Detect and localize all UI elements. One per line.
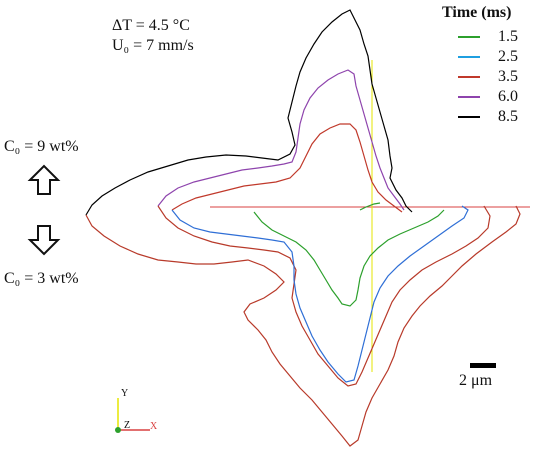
legend-label: 3.5 [498,68,518,85]
velocity-label: U₀ = 7 mm/s [112,37,194,54]
concentration-top-label: C₀ = 9 wt% [4,138,79,155]
contour-3-5ms-upper [171,123,403,213]
axis-y-label: Y [121,388,129,399]
parameters-block: ΔT = 4.5 °C U₀ = 7 mm/s [112,16,194,56]
legend-swatch [458,116,480,118]
legend-item-3-5: 3.5 [458,67,548,87]
legend-label: 2.5 [498,48,518,65]
legend-label: 8.5 [498,108,518,125]
legend-swatch [458,96,480,98]
legend-item-1-5: 1.5 [458,27,548,47]
scale-bar-label: 2 μm [459,372,493,389]
legend-label: 6.0 [498,88,518,105]
legend-swatch [458,76,480,78]
contour-6-0ms-upper [157,69,405,211]
legend-item-6-0: 6.0 [458,87,548,107]
legend-item-2-5: 2.5 [458,47,548,67]
concentration-bottom-label: C₀ = 3 wt% [4,270,79,287]
legend-swatch [458,36,480,38]
legend-swatch [458,56,480,58]
contour-6-0ms-lower [157,205,491,387]
axis-z-label: Z [124,420,131,431]
contour-2-5ms [253,209,445,307]
contour-8-5ms-upper [85,9,413,216]
contour-2-5ms-tip [359,202,381,211]
contour-3-5ms-lower [171,205,469,383]
legend-item-8-5: 8.5 [458,107,548,127]
axis-x-label: X [150,421,158,432]
contour-8-5ms-lower [85,205,521,447]
scale-bar [470,363,496,368]
undercooling-label: ΔT = 4.5 °C [112,17,190,34]
legend-title: Time (ms) [442,4,512,21]
legend-label: 1.5 [498,28,518,45]
